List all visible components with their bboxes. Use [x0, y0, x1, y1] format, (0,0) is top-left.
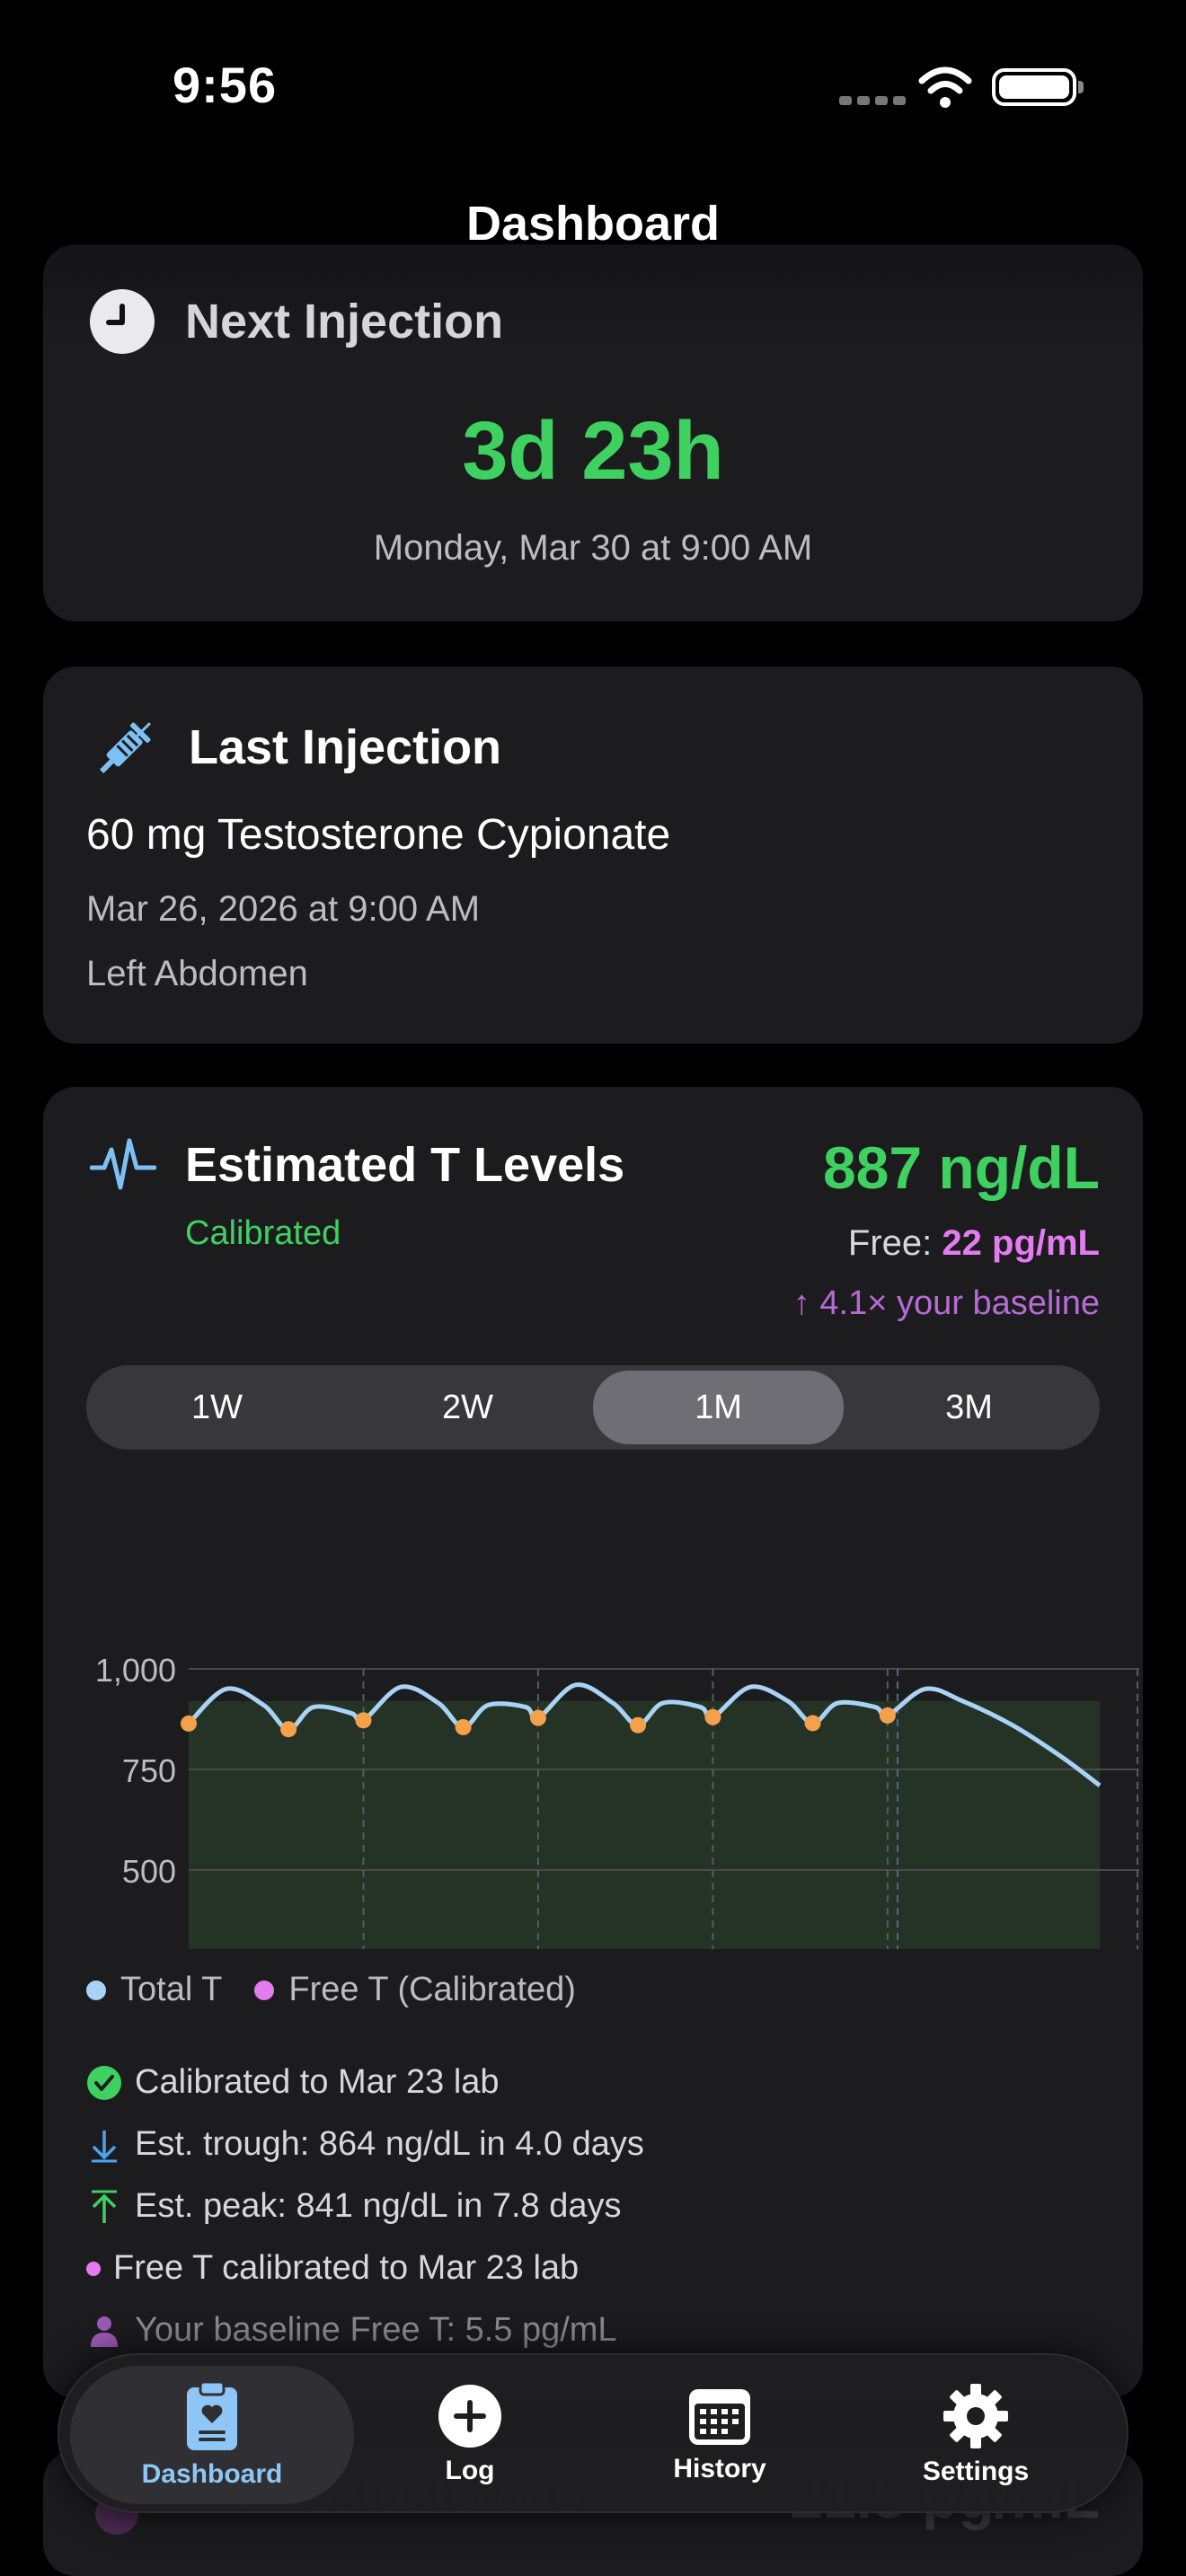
range-3m[interactable]: 3M: [945, 1388, 993, 1426]
next-injection-card[interactable]: Next Injection 3d 23h Monday, Mar 30 at …: [43, 244, 1143, 622]
note-calibrated-text: Calibrated to Mar 23 lab: [135, 2063, 500, 2101]
legend-total: Total T: [86, 1971, 222, 2009]
last-injection-title: Last Injection: [189, 720, 502, 774]
next-injection-title: Next Injection: [185, 295, 504, 348]
free-t-line: Free: 22 pg/mL: [848, 1223, 1100, 1264]
legend-free: Free T (Calibrated): [254, 1971, 576, 2009]
note-free-calibrated: Free T calibrated to Mar 23 lab: [86, 2237, 644, 2299]
clipboard-heart-icon: [187, 2380, 237, 2450]
tab-dashboard-label: Dashboard: [141, 2459, 283, 2489]
range-2w[interactable]: 2W: [442, 1388, 493, 1426]
legend-free-label: Free T (Calibrated): [288, 1971, 576, 2008]
note-baseline-text: Your baseline Free T: 5.5 pg/mL: [135, 2311, 617, 2349]
tab-log-label: Log: [445, 2456, 495, 2485]
note-calibrated: Calibrated to Mar 23 lab: [86, 2051, 644, 2113]
countdown-value: 3d 23h: [462, 405, 724, 497]
gear-icon: [943, 2384, 1008, 2448]
injection-point: [280, 1721, 297, 1738]
last-injection-date: Mar 26, 2026 at 9:00 AM: [86, 889, 481, 929]
arrow-up-icon: [86, 2189, 122, 2225]
y-tick-label: 750: [122, 1752, 176, 1789]
tab-dashboard[interactable]: Dashboard: [70, 2366, 354, 2504]
last-injection-dose: 60 mg Testosterone Cypionate: [86, 811, 671, 859]
injection-point: [529, 1709, 546, 1726]
tab-bar: Dashboard Log History: [58, 2353, 1128, 2513]
note-peak: Est. peak: 841 ng/dL in 7.8 days: [86, 2175, 644, 2237]
reference-range-band: [189, 1700, 1100, 1949]
signal-icon: [839, 93, 911, 110]
y-tick-label: 500: [122, 1853, 176, 1890]
legend-total-swatch: [86, 1980, 106, 2000]
tab-log[interactable]: Log: [374, 2366, 566, 2504]
y-tick-label: 1,000: [95, 1652, 176, 1689]
tab-history[interactable]: History: [616, 2366, 823, 2504]
injection-point: [181, 1715, 197, 1732]
injection-point: [630, 1716, 647, 1734]
status-time: 9:56: [173, 57, 278, 113]
note-trough-text: Est. trough: 864 ng/dL in 4.0 days: [135, 2125, 644, 2163]
status-bar: 9:56: [0, 0, 1186, 180]
baseline-multiple: ↑ 4.1× your baseline: [792, 1284, 1100, 1322]
injection-point: [355, 1712, 372, 1729]
next-injection-date: Monday, Mar 30 at 9:00 AM: [373, 528, 813, 568]
legend-free-swatch: [254, 1980, 275, 2000]
estimated-levels-card: Estimated T Levels Calibrated 887 ng/dL …: [43, 1087, 1143, 2398]
range-selector[interactable]: 1W 2W 1M 3M: [86, 1365, 1100, 1450]
note-baseline: Your baseline Free T: 5.5 pg/mL: [86, 2299, 644, 2361]
note-peak-text: Est. peak: 841 ng/dL in 7.8 days: [135, 2187, 622, 2225]
chart-legend: Total T Free T (Calibrated): [86, 1971, 608, 2009]
calendar-icon: [689, 2389, 750, 2445]
clock-icon: [90, 289, 155, 354]
tab-history-label: History: [673, 2454, 766, 2483]
battery-icon: [992, 68, 1084, 106]
free-t-value: 22 pg/mL: [942, 1223, 1100, 1263]
free-dot-icon: [86, 2261, 101, 2276]
note-free-calibrated-text: Free T calibrated to Mar 23 lab: [113, 2249, 580, 2287]
plus-circle-icon: [438, 2385, 501, 2448]
page-title: Dashboard: [465, 197, 721, 251]
range-1w[interactable]: 1W: [191, 1388, 243, 1426]
total-t-value: 887 ng/dL: [822, 1134, 1100, 1201]
injection-point: [879, 1707, 896, 1724]
free-t-label: Free:: [847, 1223, 933, 1263]
estimate-notes: Calibrated to Mar 23 lab Est. trough: 86…: [86, 2051, 644, 2361]
person-icon: [86, 2313, 122, 2349]
syringe-icon: [100, 722, 151, 773]
legend-total-label: Total T: [120, 1971, 223, 2008]
range-1m[interactable]: 1M: [593, 1371, 844, 1444]
note-trough: Est. trough: 864 ng/dL in 4.0 days: [86, 2113, 644, 2175]
injection-point: [455, 1718, 472, 1735]
waveform-icon: [90, 1138, 156, 1190]
wifi-icon: [918, 66, 972, 108]
checkmark-circle-icon: [86, 2065, 122, 2101]
tab-settings[interactable]: Settings: [868, 2366, 1084, 2504]
arrow-down-icon: [86, 2127, 122, 2163]
estimated-levels-title: Estimated T Levels: [185, 1138, 625, 1192]
injection-point: [804, 1715, 821, 1732]
last-injection-card[interactable]: Last Injection 60 mg Testosterone Cypion…: [43, 666, 1143, 1044]
tab-settings-label: Settings: [922, 2457, 1030, 2486]
injection-point: [704, 1708, 721, 1725]
t-levels-chart: 02505007501,000Mar 5Mar 12Mar 19Mar 26Ba…: [95, 1652, 1139, 1949]
calibration-status: Calibrated: [185, 1214, 341, 1252]
last-injection-site: Left Abdomen: [86, 954, 308, 993]
